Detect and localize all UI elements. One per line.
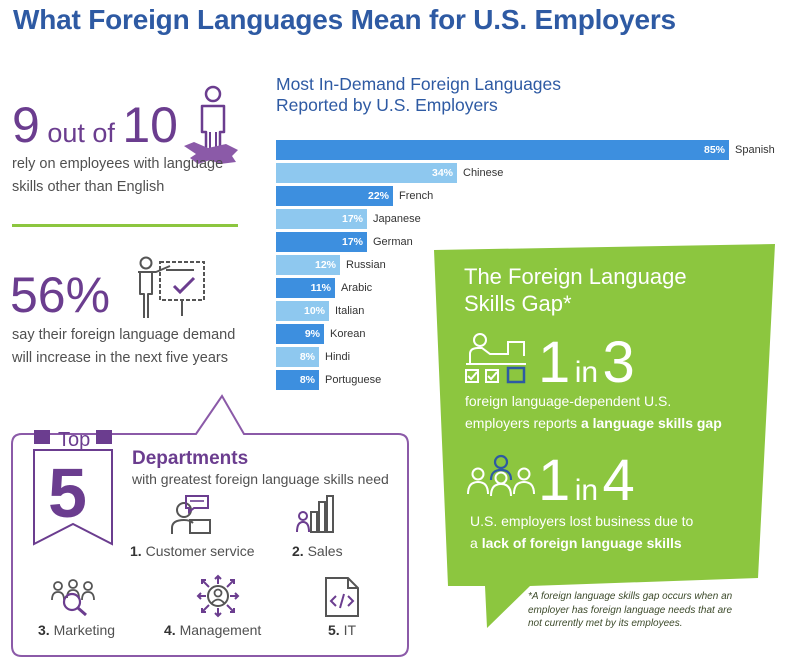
bar-italian <box>276 301 329 321</box>
bar-category-label: Hindi <box>325 351 351 363</box>
bar-category-label: French <box>399 190 434 202</box>
bar-category-label: Japanese <box>373 213 421 225</box>
gap-text-1: foreign language-dependent U.S. employer… <box>465 393 722 431</box>
stat2-description: say their foreign language demand will i… <box>12 327 236 366</box>
bar-spanish <box>276 140 729 160</box>
dept-label-sales: 2. Sales <box>292 543 343 559</box>
chart-title: Most In-Demand Foreign Languages Reporte… <box>276 74 562 115</box>
bar-portuguese <box>276 370 319 390</box>
bar-value-label: 10% <box>303 305 325 317</box>
dept-label-management: 4. Management <box>164 622 262 638</box>
bar-german <box>276 232 367 252</box>
bar-category-label: Russian <box>346 259 386 271</box>
marketing-icon <box>51 579 95 616</box>
ratio-one-in-three: 1 in 3 <box>538 330 635 395</box>
bar-arabic <box>276 278 335 298</box>
bar-value-label: 8% <box>299 351 315 363</box>
bar-chinese <box>276 163 457 183</box>
bar-value-label: 12% <box>314 259 336 271</box>
bar-value-label: 8% <box>299 374 315 386</box>
bar-category-label: German <box>373 236 413 248</box>
bar-value-label: 11% <box>310 282 331 294</box>
bar-french <box>276 186 393 206</box>
desk-checklist-icon <box>465 333 526 384</box>
departments-title: Departments <box>132 448 249 469</box>
green-divider <box>12 224 238 227</box>
stat-nine-out-of-ten: 9 out of 10 <box>12 97 178 153</box>
dept-label-it: 5. IT <box>328 622 357 638</box>
bar-category-label: Portuguese <box>325 374 382 386</box>
presenter-board-icon <box>138 256 205 318</box>
top-number: 5 <box>48 454 87 532</box>
bar-russian <box>276 255 340 275</box>
ratio-one-in-four: 1 in 4 <box>538 448 635 513</box>
person-standing-icon <box>184 85 238 164</box>
departments-subtitle: with greatest foreign language skills ne… <box>132 471 389 487</box>
stat-56-percent: 56% <box>10 267 111 323</box>
bar-value-label: 34% <box>431 167 453 179</box>
bar-value-label: 9% <box>304 328 320 340</box>
bar-korean <box>276 324 324 344</box>
skills-gap-title: The Foreign Language Skills Gap* <box>464 264 687 316</box>
gap-footnote: *A foreign language skills gap occurs wh… <box>528 591 733 629</box>
bar-value-label: 17% <box>341 236 363 248</box>
management-icon <box>196 574 240 618</box>
bar-category-label: Chinese <box>463 167 504 179</box>
bar-value-label: 22% <box>367 190 389 202</box>
customer-service-icon <box>171 495 211 534</box>
page-title: What Foreign Languages Mean for U.S. Emp… <box>13 4 676 35</box>
bar-category-label: Arabic <box>341 282 373 294</box>
bar-category-label: Spanish <box>735 144 775 156</box>
bar-value-label: 85% <box>703 144 725 156</box>
dept-label-customer-service: 1. Customer service <box>130 543 255 559</box>
bar-category-label: Italian <box>335 305 365 317</box>
group-of-people-icon <box>467 454 535 497</box>
dept-label-marketing: 3. Marketing <box>38 622 116 638</box>
bar-value-label: 17% <box>341 213 363 225</box>
gap-text-2: U.S. employers lost business due to a la… <box>470 513 694 551</box>
code-file-icon <box>325 577 359 617</box>
sales-chart-icon <box>296 495 334 533</box>
bar-japanese <box>276 209 367 229</box>
stat1-description: rely on employees with language skills o… <box>12 156 224 195</box>
top-label: Top <box>58 429 91 451</box>
bar-hindi <box>276 347 319 367</box>
bar-category-label: Korean <box>330 328 366 340</box>
